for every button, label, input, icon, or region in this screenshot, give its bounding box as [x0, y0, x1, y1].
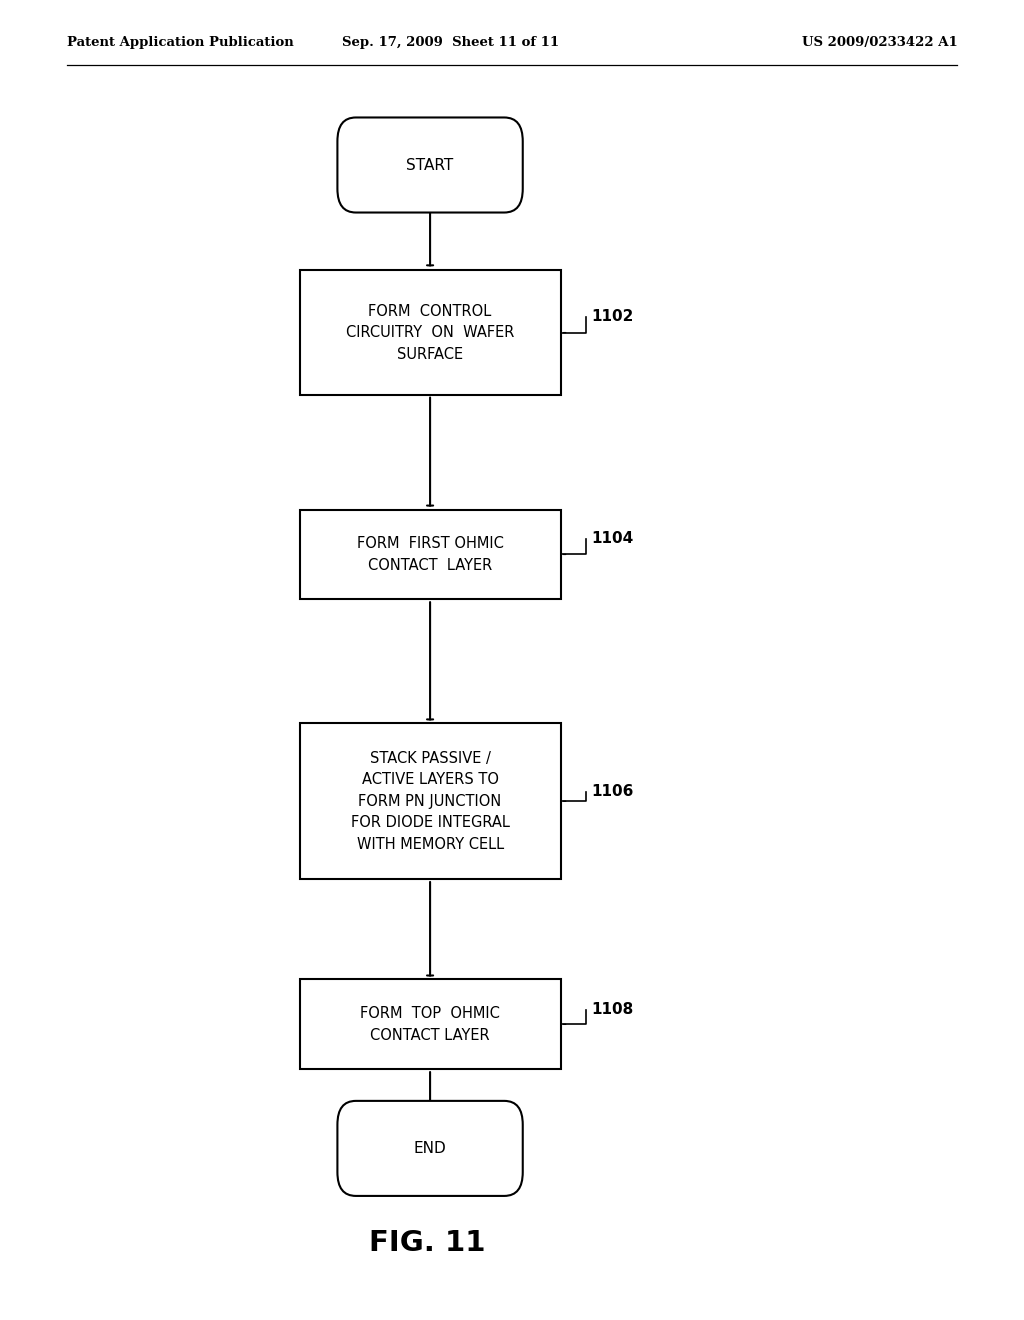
Bar [299, 723, 561, 879]
Text: 1102: 1102 [592, 309, 634, 325]
Text: FORM  TOP  OHMIC
CONTACT LAYER: FORM TOP OHMIC CONTACT LAYER [360, 1006, 500, 1043]
FancyBboxPatch shape [337, 117, 522, 213]
Text: FORM  FIRST OHMIC
CONTACT  LAYER: FORM FIRST OHMIC CONTACT LAYER [356, 536, 504, 573]
Text: 1106: 1106 [592, 784, 634, 800]
Text: 1108: 1108 [592, 1002, 634, 1018]
Bar [299, 271, 561, 396]
Text: 1104: 1104 [592, 531, 634, 546]
Text: Sep. 17, 2009  Sheet 11 of 11: Sep. 17, 2009 Sheet 11 of 11 [342, 36, 559, 49]
Text: FIG. 11: FIG. 11 [369, 1229, 485, 1257]
Text: END: END [414, 1140, 446, 1156]
FancyBboxPatch shape [337, 1101, 522, 1196]
Text: START: START [407, 157, 454, 173]
Text: Patent Application Publication: Patent Application Publication [67, 36, 293, 49]
Text: US 2009/0233422 A1: US 2009/0233422 A1 [802, 36, 957, 49]
Text: STACK PASSIVE /
ACTIVE LAYERS TO
FORM PN JUNCTION
FOR DIODE INTEGRAL
WITH MEMORY: STACK PASSIVE / ACTIVE LAYERS TO FORM PN… [350, 751, 510, 851]
Bar [299, 979, 561, 1069]
Text: FORM  CONTROL
CIRCUITRY  ON  WAFER
SURFACE: FORM CONTROL CIRCUITRY ON WAFER SURFACE [346, 304, 514, 362]
Bar [299, 510, 561, 599]
